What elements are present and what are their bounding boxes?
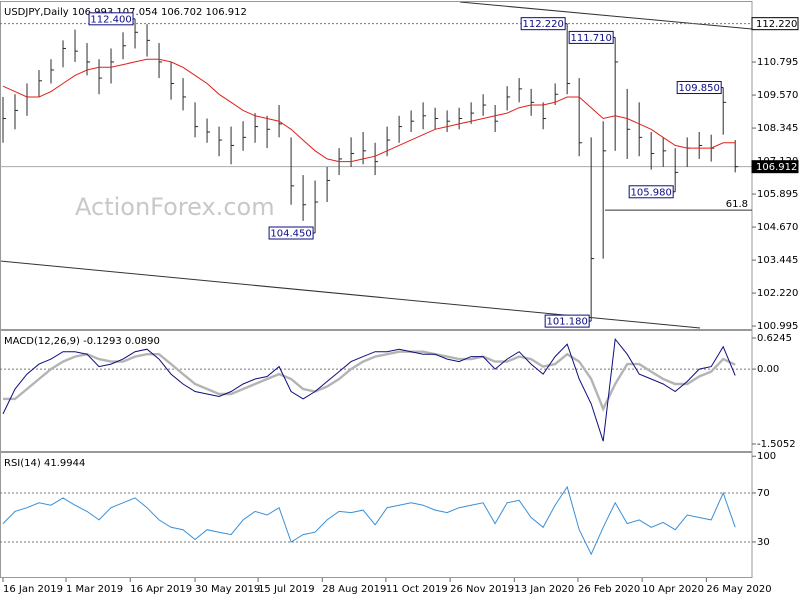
x-tick-label: 13 Jan 2020 [514,584,574,595]
annotation-box [676,81,722,95]
y-tick-label: 102.220 [757,288,798,299]
x-tick-label: 15 Jul 2019 [258,584,315,595]
watermark: ActionForex.com [75,193,275,221]
y-tick-label: 104.670 [757,222,798,233]
moving-average [2,58,736,163]
y-tick-label: 108.345 [757,123,798,134]
annotation-box [568,30,614,44]
y-tick-label: 110.795 [757,57,798,68]
y-tick-label: 0.00 [757,364,779,375]
y-tick-label: 70 [757,488,770,499]
x-tick-label: 11 Oct 2019 [386,584,448,595]
annotation-label: 101.180 [546,317,587,328]
x-tick-label: 28 Aug 2019 [322,584,386,595]
x-tick-label: 16 Jan 2019 [3,584,63,595]
annotation-box [520,17,566,31]
annotation-box [544,314,590,328]
y-tick-label: 100.995 [757,321,798,332]
annotation-label: 109.850 [679,83,720,94]
rsi-line [2,485,736,556]
y-tick-label: 105.895 [757,189,798,200]
level-label: 106.912 [756,162,797,173]
annotation-box [268,226,314,240]
x-tick-label: 26 Nov 2019 [450,584,514,595]
signal-line [3,350,736,412]
macd-line [2,337,736,442]
x-tick-label: 1 Mar 2019 [66,584,123,595]
y-tick-label: -1.5052 [757,439,796,450]
panel-title: MACD(12,26,9) -0.1293 0.0890 [4,336,160,347]
panel-frame [0,452,753,578]
annotation-label: 112.400 [90,14,131,25]
level-label: 112.220 [756,19,797,30]
y-tick-label: 0.6245 [757,333,792,344]
annotation-label: 105.980 [630,187,671,198]
x-tick-label: 26 Feb 2020 [578,584,640,595]
y-tick-label: 109.570 [757,90,798,101]
panel-title: RSI(14) 41.9944 [4,458,85,469]
annotation-label: 112.220 [522,19,563,30]
y-tick-label: 100 [757,451,776,462]
annotation-box [628,185,674,199]
x-tick-label: 30 May 2019 [195,584,260,595]
x-tick-label: 10 Apr 2020 [642,584,704,595]
annotation-box [88,12,134,26]
annotation-label: 104.450 [270,229,311,240]
y-tick-label: 30 [757,537,770,548]
trend-line [459,1,753,30]
panel-frame [0,330,753,452]
x-tick-label: 16 Apr 2019 [130,584,192,595]
level-box [751,17,799,31]
annotation-label: 111.710 [570,33,611,44]
x-tick-label: 26 May 2020 [706,584,771,595]
fib-label: 61.8 [726,199,748,210]
level-box [751,160,799,174]
y-tick-label: 103.445 [757,255,798,266]
